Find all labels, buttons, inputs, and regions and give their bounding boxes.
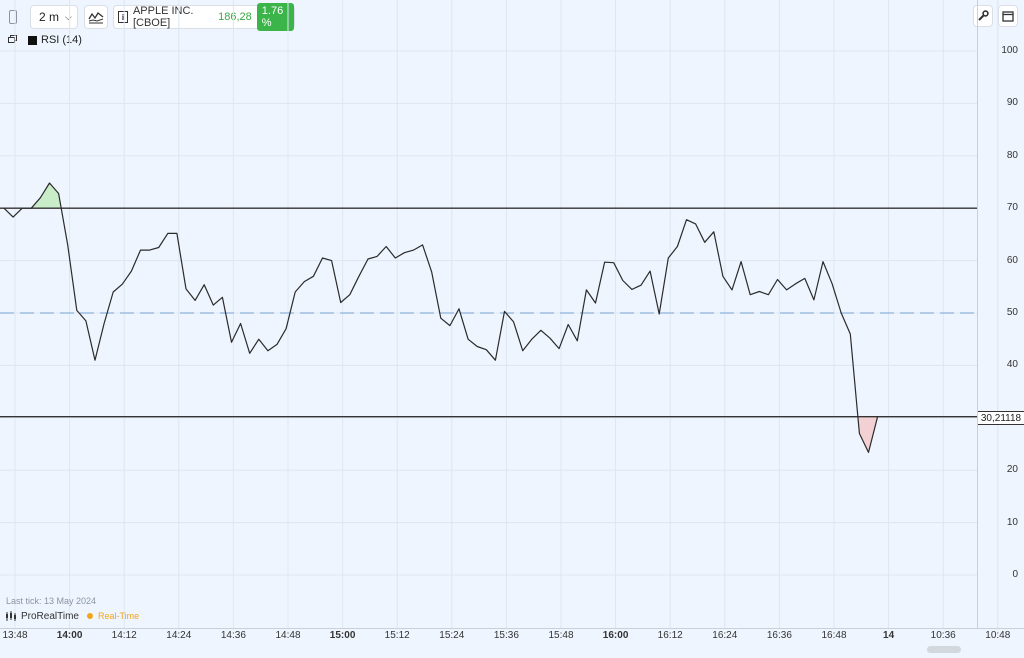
- y-tick-label: 100: [1001, 45, 1018, 56]
- chevron-down-icon: ⌵: [65, 11, 72, 22]
- x-tick-label: 14: [883, 630, 895, 641]
- y-tick-label: 0: [1012, 569, 1018, 580]
- timeframe-value: 2 m: [39, 10, 60, 24]
- brand-name: ProRealTime: [21, 610, 79, 622]
- y-tick-label: 60: [1006, 254, 1018, 266]
- x-tick-label: 15:48: [548, 630, 574, 641]
- y-tick-label: 10: [1006, 516, 1018, 528]
- brand-row: ProRealTime Real-Time: [5, 610, 139, 622]
- grid-lines: [0, 0, 999, 628]
- y-tick-label: 20: [1006, 464, 1018, 476]
- realtime-text: Real-Time: [97, 611, 140, 621]
- realtime-dot: [86, 613, 93, 619]
- x-tick-label: 15:36: [493, 630, 519, 641]
- indicators-button[interactable]: [84, 5, 108, 29]
- current-value-label: 30,21118: [978, 411, 1024, 425]
- calendar-icon: [1002, 11, 1014, 22]
- series-line: [3, 182, 879, 453]
- series-swatch: [28, 35, 37, 45]
- x-tick-label: 16:12: [657, 630, 683, 641]
- candles-icon: [6, 611, 16, 621]
- drag-handle-icon: [9, 10, 17, 24]
- x-tick-label: 15:00: [329, 630, 356, 641]
- y-tick-label: 80: [1006, 149, 1018, 161]
- x-tick-label: 13:48: [2, 630, 28, 641]
- y-tick-label: 50: [1006, 307, 1018, 318]
- threshold-fill-area: [857, 416, 878, 453]
- indicators-icon: [88, 12, 104, 24]
- x-tick-label: 16:00: [602, 630, 629, 641]
- y-tick-label: 90: [1006, 97, 1018, 109]
- wrench-icon: [978, 10, 989, 21]
- x-tick-label: 16:48: [821, 630, 847, 641]
- x-tick-label: 14:12: [111, 630, 137, 641]
- x-tick-label: 14:00: [56, 630, 83, 641]
- rsi-series-path: [3, 182, 879, 453]
- x-tick-label: 14:36: [220, 630, 246, 641]
- x-tick-label: 15:12: [384, 630, 410, 641]
- x-tick-label: 14:24: [166, 630, 192, 641]
- x-tick-label: 15:24: [439, 630, 465, 641]
- threshold-fills: [31, 183, 878, 453]
- instrument-price: 186,28: [218, 11, 252, 23]
- calendar-button[interactable]: [998, 5, 1018, 27]
- reference-lines: [0, 207, 977, 418]
- y-tick-label: 70: [1006, 202, 1018, 214]
- x-tick-label: 16:36: [766, 630, 792, 641]
- drag-handle-button[interactable]: [4, 6, 22, 28]
- threshold-fill-area: [31, 183, 62, 209]
- x-tick-label: 16:24: [712, 630, 738, 641]
- horizontal-scrollbar[interactable]: [927, 646, 961, 653]
- indicator-legend[interactable]: RSI (14): [28, 34, 82, 46]
- x-tick-label: 14:48: [275, 630, 301, 641]
- x-tick-label: 10:48: [985, 630, 1011, 641]
- last-tick-text: Last tick: 13 May 2024: [6, 596, 97, 606]
- indicator-label: RSI (14): [41, 34, 82, 46]
- x-tick-label: 10:36: [930, 630, 956, 641]
- info-icon: i: [118, 11, 128, 23]
- y-tick-label: 40: [1006, 359, 1018, 371]
